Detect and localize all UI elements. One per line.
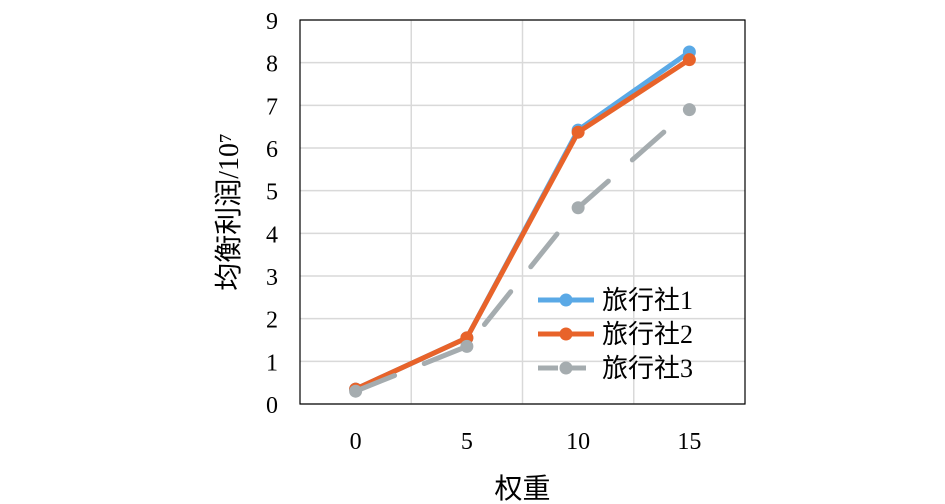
y-axis-label: 均衡利润/10⁷ <box>213 133 245 291</box>
legend-marker <box>559 327 573 341</box>
data-point <box>571 125 585 139</box>
y-tick-label: 0 <box>266 393 278 419</box>
y-axis-ticks: 0 1 2 3 4 5 6 7 8 9 <box>266 9 278 419</box>
legend-item: 旅行社3 <box>538 354 693 383</box>
y-tick-label: 1 <box>266 350 278 376</box>
y-tick-label: 2 <box>266 308 278 334</box>
y-tick-label: 5 <box>266 180 278 206</box>
x-axis-label: 权重 <box>494 473 550 504</box>
y-tick-label: 6 <box>266 137 278 163</box>
x-axis-ticks: 0 5 10 15 <box>350 429 702 455</box>
x-tick-label: 5 <box>461 429 473 455</box>
data-point <box>682 53 696 67</box>
data-point <box>349 384 363 398</box>
y-tick-label: 8 <box>266 52 278 78</box>
x-tick-label: 0 <box>350 429 362 455</box>
x-tick-label: 15 <box>677 429 701 455</box>
data-point <box>460 339 474 353</box>
legend-label: 旅行社3 <box>602 354 693 383</box>
y-tick-label: 4 <box>266 222 278 248</box>
x-tick-label: 10 <box>566 429 590 455</box>
legend-item: 旅行社2 <box>538 320 693 349</box>
series-line-2 <box>354 57 691 392</box>
legend-item: 旅行社1 <box>538 286 693 315</box>
data-point <box>682 103 696 117</box>
y-tick-label: 9 <box>266 9 278 35</box>
legend-label: 旅行社2 <box>602 320 693 349</box>
series-line-3 <box>353 107 692 394</box>
series-lines <box>349 45 696 398</box>
legend-marker <box>559 361 573 375</box>
legend: 旅行社1 旅行社2 旅行社3 <box>538 286 693 383</box>
legend-label: 旅行社1 <box>602 286 693 315</box>
y-tick-label: 3 <box>266 265 278 291</box>
data-point <box>571 201 585 215</box>
legend-marker <box>559 293 573 307</box>
y-tick-label: 7 <box>266 94 278 120</box>
plot-area-frame <box>299 19 746 405</box>
